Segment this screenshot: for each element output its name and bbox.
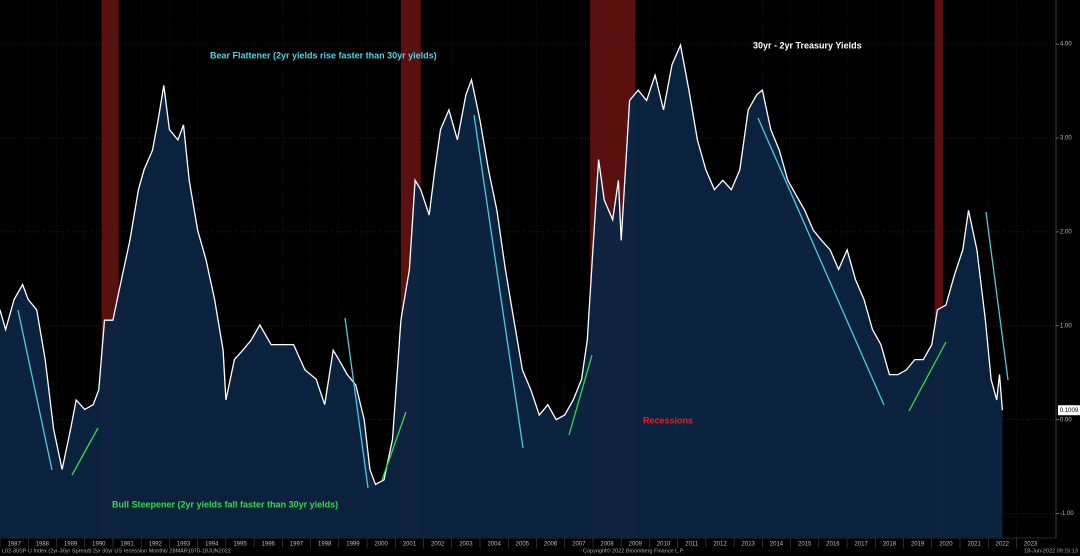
- x-tick-label: 2002: [431, 542, 445, 548]
- y-tick-label: 4.00: [1060, 42, 1072, 48]
- footer: L02-30SP U Index (2yr-30yr Spread) 2yr 3…: [2, 548, 231, 554]
- x-tick-label: 2005: [516, 542, 530, 548]
- x-tick-label: 1992: [149, 542, 163, 548]
- x-tick-label: 1989: [64, 542, 78, 548]
- x-tick-label: 2015: [798, 542, 812, 548]
- arrow: [71, 427, 99, 476]
- x-tick-label: 2001: [403, 542, 417, 548]
- recession-band: [934, 0, 944, 538]
- x-tick-label: 1994: [205, 542, 219, 548]
- x-tick-label: 2017: [854, 542, 868, 548]
- x-tick-label: 1991: [120, 542, 134, 548]
- x-tick-label: 2012: [713, 542, 727, 548]
- arrow: [473, 114, 524, 449]
- x-tick-label: 2004: [487, 542, 501, 548]
- x-tick-label: 1995: [233, 542, 247, 548]
- x-tick-label: 1999: [346, 542, 360, 548]
- y-tick-label: 3.00: [1060, 136, 1072, 142]
- chart-title: 30yr - 2yr Treasury Yields: [753, 40, 862, 50]
- x-tick-label: 2006: [544, 542, 558, 548]
- x-tick-label: 2016: [826, 542, 840, 548]
- annotation: Recessions: [643, 415, 693, 425]
- line: [0, 42, 1004, 486]
- x-tick-label: 2014: [770, 542, 784, 548]
- x-tick-label: 1987: [7, 542, 21, 548]
- x-tick-label: 1997: [290, 542, 304, 548]
- annotation: Bear Flattener (2yr yields rise faster t…: [210, 50, 437, 60]
- annotation: Bull Steepener (2yr yields fall faster t…: [112, 499, 338, 509]
- y-tick-label: 0.00: [1060, 417, 1072, 423]
- x-tick-label: 2022: [996, 542, 1010, 548]
- x-tick-label: 1998: [318, 542, 332, 548]
- x-tick-label: 2000: [374, 542, 388, 548]
- footer: 18-Jun-2022 09:15:13: [1024, 548, 1078, 554]
- x-tick-label: 2008: [600, 542, 614, 548]
- x-tick-label: 2013: [742, 542, 756, 548]
- arrow: [908, 341, 947, 412]
- footer: Copyright© 2022 Bloomberg Finance L.P.: [583, 547, 685, 554]
- arrow: [757, 117, 885, 406]
- x-tick-label: 1993: [177, 542, 191, 548]
- x-tick-label: 2018: [883, 542, 897, 548]
- arrow: [344, 317, 369, 489]
- x-tick-label: 2009: [629, 542, 643, 548]
- x-tick-label: 2019: [911, 542, 925, 548]
- x-tick-label: 2007: [572, 542, 586, 548]
- y-tick-label: 1.00: [1060, 323, 1072, 329]
- arrows: [17, 114, 1009, 489]
- y-tick-label: -1.00: [1060, 511, 1074, 517]
- x-tick-label: 2003: [459, 542, 473, 548]
- x-tick-label: 2023: [1024, 542, 1038, 548]
- x-tick-label: 1988: [36, 542, 50, 548]
- area: [0, 45, 1003, 538]
- y-tick-label: 2.00: [1060, 229, 1072, 235]
- x-tick-label: 2021: [967, 542, 981, 548]
- x-tick-label: 2020: [939, 542, 953, 548]
- last-value-box: [1058, 405, 1080, 416]
- x-tick-label: 2011: [685, 542, 699, 548]
- x-tick-label: 1990: [92, 542, 106, 548]
- arrow: [381, 411, 407, 481]
- last-value-label: 0.1009: [1060, 408, 1079, 414]
- x-tick-label: 2010: [657, 542, 671, 548]
- arrow: [985, 211, 1009, 381]
- arrow: [17, 309, 53, 471]
- x-tick-label: 1996: [262, 542, 276, 548]
- arrow: [568, 354, 593, 436]
